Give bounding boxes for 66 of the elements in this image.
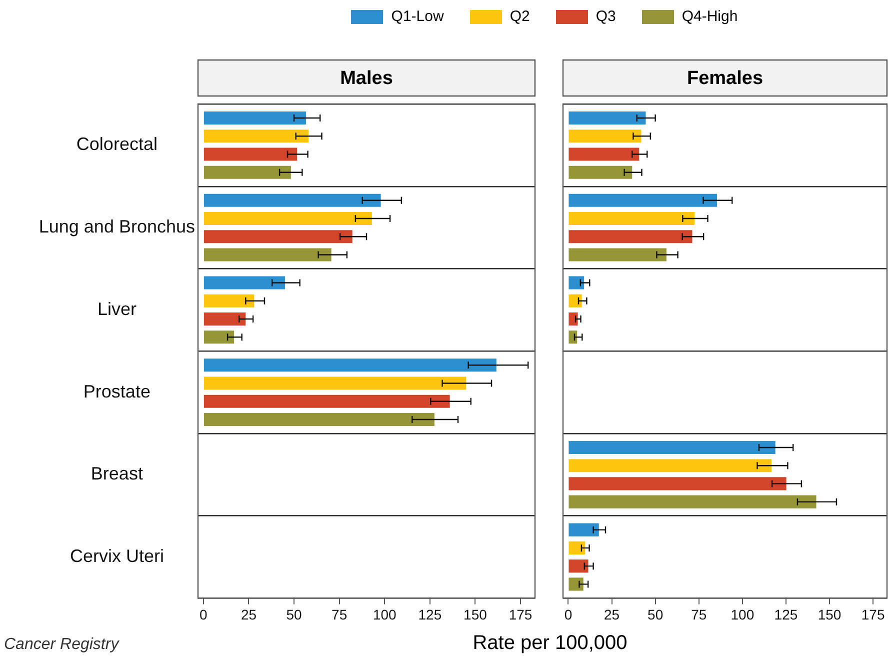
bar	[568, 148, 640, 161]
x-tick-label: 175	[508, 606, 532, 622]
legend-label: Q4-High	[682, 8, 738, 25]
legend-label: Q3	[596, 8, 616, 25]
y-tick-label: Cervix Uteri	[70, 546, 164, 566]
bar	[204, 248, 332, 262]
legend-label: Q1-Low	[391, 8, 444, 25]
bar	[568, 459, 772, 472]
bar	[204, 330, 234, 344]
bar	[568, 248, 666, 262]
x-tick-label: 125	[418, 606, 442, 622]
bar	[568, 560, 588, 573]
bar	[568, 578, 584, 591]
bar	[204, 412, 434, 426]
bar	[568, 194, 717, 207]
x-tick-label: 150	[464, 606, 488, 622]
y-tick-label: Prostate	[83, 381, 150, 402]
x-tick-label: 175	[861, 606, 885, 622]
bar	[568, 495, 816, 508]
x-tick-label: 100	[372, 606, 397, 622]
x-tick-label: 100	[730, 606, 754, 622]
y-tick-label: Breast	[90, 464, 143, 484]
bar	[568, 276, 584, 290]
bar	[568, 212, 695, 226]
bar	[568, 294, 582, 308]
x-axis-title: Rate per 100,000	[472, 632, 628, 655]
x-tick-label: 75	[332, 606, 348, 622]
bar	[568, 312, 578, 326]
bar	[204, 148, 298, 161]
bar	[204, 394, 450, 408]
x-tick-label: 0	[200, 606, 208, 622]
bar	[204, 230, 352, 244]
x-tick-label: 0	[564, 606, 572, 622]
bar	[568, 477, 786, 490]
bar	[568, 130, 642, 143]
x-tick-label: 25	[240, 606, 257, 622]
bar	[568, 523, 599, 536]
bar	[204, 312, 246, 326]
bar	[204, 212, 372, 226]
y-tick-label: Liver	[97, 298, 136, 319]
x-tick-label: 125	[774, 606, 798, 622]
legend-label: Q2	[510, 8, 530, 25]
x-tick-label: 75	[691, 606, 707, 622]
x-tick-label: 150	[818, 606, 842, 622]
bar	[204, 130, 309, 143]
bar	[204, 376, 466, 390]
bar	[568, 166, 632, 179]
bar	[204, 358, 496, 372]
chart-title: Males	[340, 68, 393, 90]
x-tick-label: 25	[604, 606, 620, 622]
bar	[568, 330, 578, 344]
y-tick-label: Lung and Bronchus	[38, 216, 195, 237]
bar	[568, 541, 586, 554]
bar	[204, 294, 254, 308]
bar	[204, 111, 306, 125]
y-tick-label: Colorectal	[76, 134, 158, 154]
bar	[568, 230, 692, 244]
x-tick-label: 50	[286, 606, 302, 622]
bar	[204, 194, 381, 207]
bar	[204, 276, 285, 290]
text: Cancer Registry	[4, 636, 119, 654]
x-tick-label: 50	[648, 606, 664, 622]
chart-title: Females	[686, 68, 764, 90]
bar	[568, 111, 646, 125]
bar	[568, 440, 776, 454]
bar	[204, 166, 291, 179]
